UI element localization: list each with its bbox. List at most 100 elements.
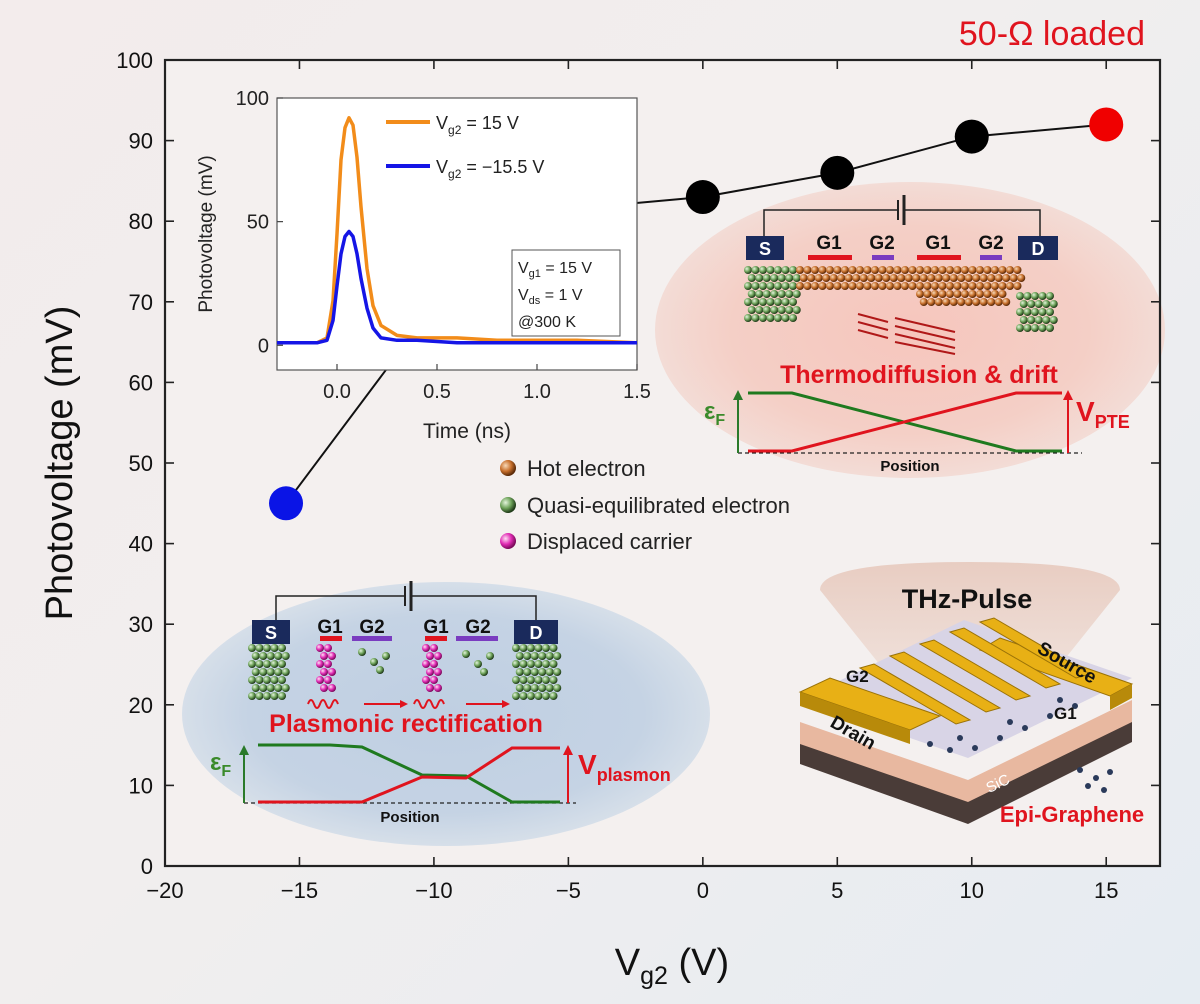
- pte-g1-bar-b: [917, 255, 961, 260]
- condition-vds: Vds = 1 V: [518, 287, 583, 307]
- main-y-tick-label: 60: [129, 370, 153, 395]
- plasmon-drain-pad: [514, 620, 558, 644]
- pte-caption: Thermodiffusion & drift: [780, 361, 1058, 389]
- main-data-point: [820, 155, 855, 190]
- pte-particle-lattice: [744, 266, 1058, 332]
- inset-series-line: [277, 229, 637, 345]
- pte-source-label: S: [759, 239, 771, 259]
- plasmon-ef-label: εF: [210, 749, 231, 780]
- main-x-tick-label: 5: [831, 878, 843, 903]
- main-y-ticks: 0 10 20 30 40 50 60 70 80 90 100: [116, 48, 1160, 879]
- plasmon-g2-bar-b: [456, 636, 498, 641]
- main-y-tick-label: 90: [129, 129, 153, 154]
- inset-x-ticks: 0.0 0.5 1.0 1.5: [323, 364, 651, 403]
- plasmon-g1-bar-a: [320, 636, 342, 641]
- epi-graphene-label: Epi-Graphene: [1000, 802, 1144, 827]
- pte-g1-bar-a: [808, 255, 852, 260]
- pte-potential-curve: [748, 391, 1062, 453]
- plasmon-voltage-label: Vplasmon: [578, 749, 671, 785]
- plasmon-wave-arrows: [307, 699, 506, 709]
- plasmon-g2-bar-a: [352, 636, 392, 641]
- main-data-point: [685, 180, 720, 215]
- pte-ef-label: εF: [704, 398, 725, 429]
- pte-drift-arrows: [857, 313, 956, 355]
- main-x-ticks: −20 −15 −10 −5 0 5 10 15: [146, 60, 1118, 903]
- inset-y-tick-label: 0: [258, 335, 269, 357]
- legend-quasi-electron: Quasi-equilibrated electron: [527, 493, 790, 518]
- inset-y-ticks: 0 50 100: [236, 88, 283, 357]
- pte-g2-label-b: G2: [978, 233, 1003, 254]
- inset-y-tick-label: 100: [236, 88, 269, 110]
- main-x-tick-label: 15: [1094, 878, 1118, 903]
- plasmon-source-label: S: [265, 623, 277, 643]
- plasmon-particles: [248, 644, 562, 700]
- pte-drain-label: D: [1032, 239, 1045, 259]
- inset-series: [277, 116, 638, 345]
- device-g2-label: G2: [846, 667, 869, 686]
- sic-layer-top: [800, 700, 1132, 802]
- main-data-point: [954, 119, 989, 154]
- inset-chart: 0.0 0.5 1.0 1.5 0 50 100 Photovoltage (mV) Ti…: [196, 88, 651, 443]
- main-y-tick-label: 0: [141, 854, 153, 879]
- pte-position-label: Position: [880, 458, 939, 475]
- drain-electrode: [798, 677, 942, 731]
- pte-g1-label-b: G1: [925, 233, 951, 254]
- gate-fingers: [858, 617, 1092, 725]
- pte-source-pad: [746, 236, 784, 260]
- pte-circuit-wire: [763, 209, 1041, 236]
- plasmon-panel-background: [182, 582, 710, 846]
- main-x-tick-label: −15: [281, 878, 318, 903]
- inset-x-axis-label: Time (ns): [423, 420, 511, 443]
- inset-legend-label-blue: Vg2 = −15.5 V: [436, 157, 544, 181]
- inset-y-tick-label: 50: [247, 212, 269, 234]
- main-y-tick-label: 20: [129, 693, 153, 718]
- main-data-point: [1089, 107, 1124, 142]
- inset-x-tick-label: 0.5: [423, 381, 451, 403]
- legend-displaced-carrier: Displaced carrier: [527, 529, 692, 554]
- main-data-point: [269, 486, 304, 521]
- plasmon-g2-label-b: G2: [465, 617, 490, 638]
- plasmon-g1-label-a: G1: [317, 617, 343, 638]
- conditions-box: [511, 249, 621, 337]
- load-annotation: 50-Ω loaded: [959, 15, 1145, 53]
- main-y-tick-label: 40: [129, 532, 153, 557]
- pte-g2-label-a: G2: [869, 233, 894, 254]
- main-y-tick-label: 100: [116, 48, 153, 73]
- plasmon-position-label: Position: [380, 809, 439, 826]
- plasmon-ef-curve: [258, 743, 560, 804]
- plasmon-schematic: S D G1 G2 G1 G2 Plasmonic rectification …: [210, 581, 671, 826]
- pte-g1-label-a: G1: [816, 233, 842, 254]
- displaced-carrier-icon: [500, 533, 516, 549]
- main-x-tick-label: −20: [146, 878, 183, 903]
- pte-g2-bar-a: [872, 255, 894, 260]
- inset-x-tick-label: 1.5: [623, 381, 651, 403]
- condition-vg1: Vg1 = 15 V: [518, 260, 592, 280]
- condition-temperature: @300 K: [518, 314, 576, 331]
- main-x-tick-label: −10: [415, 878, 452, 903]
- device-carrier-dots: [927, 697, 1113, 793]
- device-g1-label: G1: [1054, 704, 1077, 723]
- plasmon-g1-label-b: G1: [423, 617, 449, 638]
- plasmon-drain-label: D: [530, 623, 543, 643]
- inset-series-line: [277, 116, 638, 345]
- sic-layer-side: [800, 720, 1132, 824]
- plasmon-g2-label-a: G2: [359, 617, 384, 638]
- plasmon-g1-bar-b: [425, 636, 447, 641]
- legend-hot-electron: Hot electron: [527, 456, 646, 481]
- carrier-legend: Hot electron Quasi-equilibrated electron…: [500, 456, 790, 554]
- plasmon-potential-curve: [258, 746, 560, 804]
- inset-legend-label-orange: Vg2 = 15 V: [436, 113, 519, 137]
- inset-x-tick-label: 1.0: [523, 381, 551, 403]
- main-x-axis-label: Vg2 (V): [615, 942, 729, 990]
- main-y-axis-label: Photovoltage (mV): [39, 306, 81, 621]
- main-x-tick-label: 0: [697, 878, 709, 903]
- main-x-tick-label: 10: [960, 878, 984, 903]
- plasmon-caption: Plasmonic rectification: [269, 710, 543, 738]
- plasmon-circuit-wire: [275, 595, 537, 620]
- main-y-tick-label: 30: [129, 612, 153, 637]
- pte-voltage-label: VPTE: [1076, 396, 1130, 432]
- pte-drain-pad: [1018, 236, 1058, 260]
- quasi-electron-icon: [500, 497, 516, 513]
- inset-x-tick-label: 0.0: [323, 381, 351, 403]
